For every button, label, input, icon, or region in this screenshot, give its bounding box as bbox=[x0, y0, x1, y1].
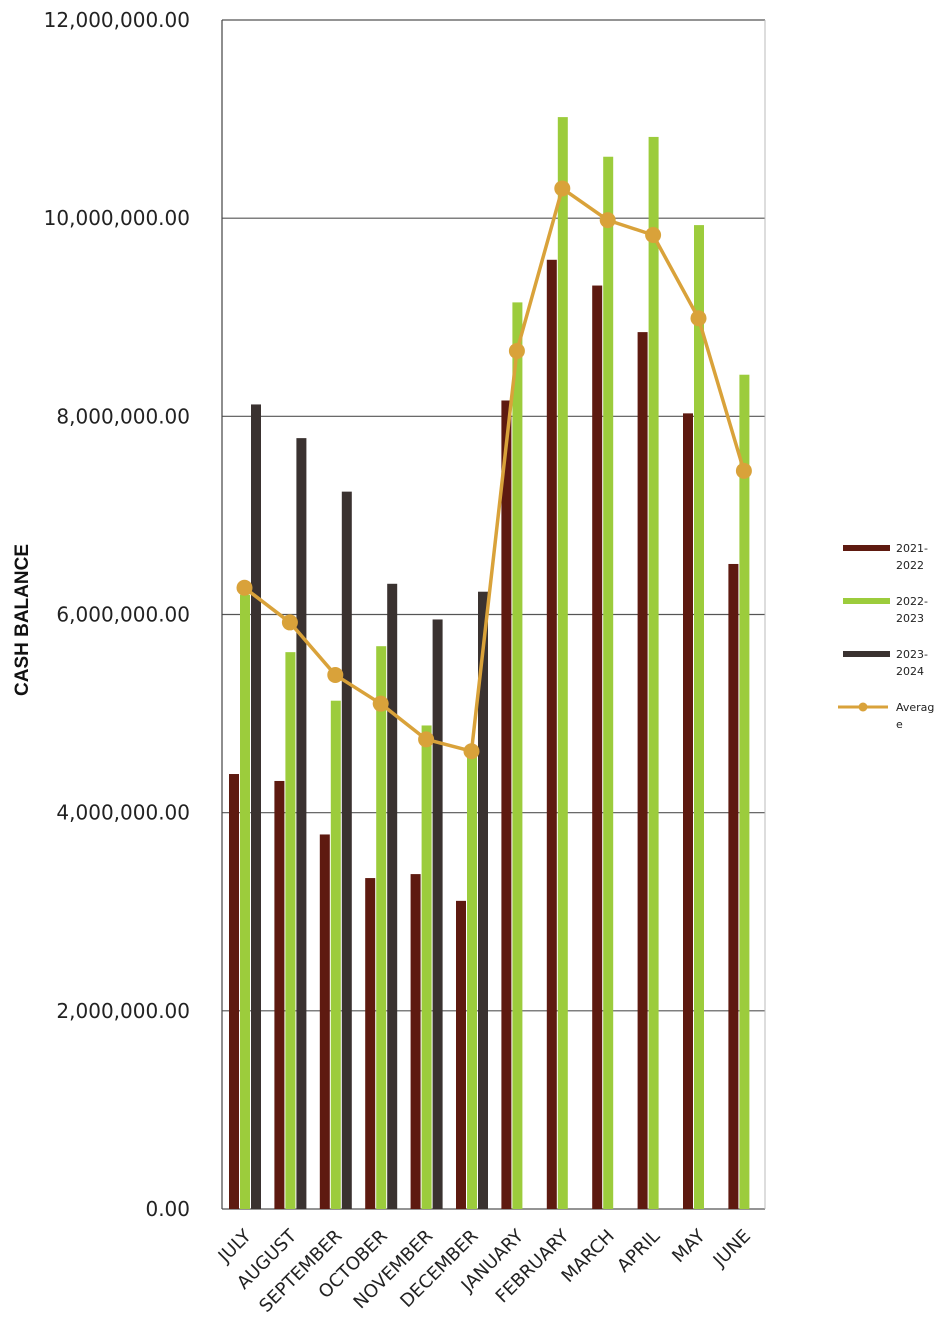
y-tick-label: 0.00 bbox=[145, 1197, 190, 1221]
bar-2023-2024 bbox=[251, 404, 261, 1209]
y-tick-label: 6,000,000.00 bbox=[56, 603, 190, 627]
bar-2021-2022 bbox=[410, 874, 421, 1209]
bar-2022-2023 bbox=[739, 374, 750, 1209]
bar-2022-2023 bbox=[512, 302, 523, 1209]
average-point bbox=[554, 180, 571, 197]
bar-2021-2022 bbox=[456, 900, 466, 1209]
bar-2021-2022 bbox=[637, 332, 648, 1209]
bar-2023-2024 bbox=[387, 583, 398, 1209]
bar-2021-2022 bbox=[365, 878, 376, 1209]
average-line bbox=[236, 180, 752, 760]
bar-2022-2023 bbox=[467, 748, 477, 1209]
bar-2022-2023 bbox=[421, 725, 432, 1209]
bar-2022-2023 bbox=[648, 136, 659, 1209]
bar-2021-2022 bbox=[592, 285, 603, 1209]
y-axis-label: CASH BALANCE bbox=[12, 544, 33, 696]
y-axis: 0.00 2,000,000.00 4,000,000.00 6,000,000.00… bbox=[44, 8, 223, 1221]
y-tick-label: 4,000,000.00 bbox=[56, 801, 190, 825]
legend: 2021- 2022 2022- 2023 2023- 2024 Averag e bbox=[838, 542, 934, 731]
bar-2022-2023 bbox=[694, 225, 704, 1210]
average-point bbox=[508, 342, 525, 359]
gridlines bbox=[222, 19, 766, 1210]
legend-marker bbox=[858, 702, 868, 712]
bar-2021-2022 bbox=[728, 563, 739, 1209]
bar-2022-2023 bbox=[376, 646, 387, 1209]
bar-2021-2022 bbox=[683, 413, 693, 1209]
bar-2022-2023 bbox=[603, 156, 614, 1210]
average-point bbox=[463, 743, 480, 760]
bar-2023-2024 bbox=[432, 619, 443, 1209]
average-point bbox=[690, 310, 707, 327]
bars bbox=[229, 117, 750, 1210]
x-tick-label: APRIL bbox=[613, 1226, 664, 1277]
average-point bbox=[281, 614, 298, 631]
legend-label: 2022- bbox=[896, 595, 928, 608]
bar-2022-2023 bbox=[557, 117, 568, 1209]
average-point bbox=[735, 462, 752, 479]
average-point bbox=[599, 212, 616, 229]
y-tick-label: 2,000,000.00 bbox=[56, 999, 190, 1023]
legend-label: 2022 bbox=[896, 559, 924, 572]
legend-swatch bbox=[843, 598, 890, 604]
legend-swatch bbox=[843, 651, 890, 657]
bar-2021-2022 bbox=[546, 259, 557, 1209]
average-point bbox=[236, 579, 253, 596]
bar-2023-2024 bbox=[341, 491, 352, 1209]
legend-label: 2023 bbox=[896, 612, 924, 625]
bar-2022-2023 bbox=[285, 652, 296, 1209]
y-tick-label: 8,000,000.00 bbox=[56, 404, 190, 428]
y-tick-label: 12,000,000.00 bbox=[44, 8, 190, 32]
average-point bbox=[645, 227, 662, 244]
bar-2021-2022 bbox=[319, 834, 330, 1209]
bar-2023-2024 bbox=[296, 438, 307, 1209]
bar-2021-2022 bbox=[229, 774, 239, 1209]
legend-swatch bbox=[843, 545, 890, 551]
legend-label: 2023- bbox=[896, 648, 928, 661]
legend-label: e bbox=[896, 718, 903, 731]
bar-2021-2022 bbox=[501, 400, 512, 1210]
bar-2023-2024 bbox=[478, 591, 488, 1209]
y-tick-label: 10,000,000.00 bbox=[44, 206, 190, 230]
legend-label: 2021- bbox=[896, 542, 928, 555]
average-line-path bbox=[243, 186, 746, 753]
x-tick-label: MAY bbox=[668, 1225, 710, 1267]
bar-2021-2022 bbox=[274, 780, 285, 1209]
x-tick-label: JUNE bbox=[709, 1226, 755, 1272]
average-point bbox=[327, 666, 344, 683]
x-axis: JULYAUGUSTSEPTEMBEROCTOBERNOVEMBERDECEMB… bbox=[214, 1225, 755, 1317]
bar-2022-2023 bbox=[240, 594, 250, 1209]
legend-label: 2024 bbox=[896, 665, 924, 678]
average-point bbox=[418, 731, 435, 748]
bar-2022-2023 bbox=[330, 700, 341, 1209]
legend-label: Averag bbox=[896, 701, 934, 714]
average-point bbox=[372, 695, 389, 712]
